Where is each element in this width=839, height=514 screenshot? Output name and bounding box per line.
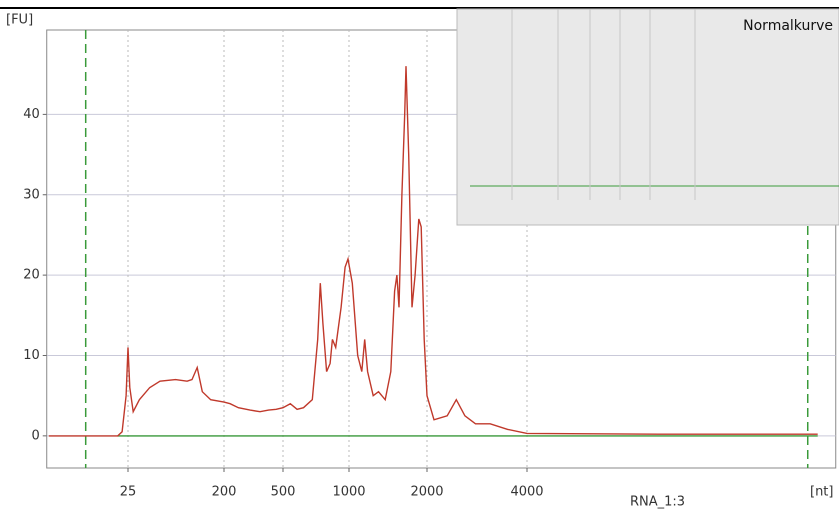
- y-tick-label: 10: [23, 348, 40, 363]
- series-line: [48, 66, 818, 437]
- inset-panel: [456, 8, 839, 226]
- x-tick-label: 1000: [332, 485, 365, 500]
- x-tick-label: 25: [120, 485, 137, 500]
- y-tick-label: 20: [23, 268, 40, 283]
- x-tick-label: 200: [212, 485, 237, 500]
- inset-grid: [511, 9, 696, 200]
- x-axis-label: [nt]: [810, 485, 833, 500]
- sample-name: RNA_1:3: [630, 495, 685, 510]
- x-tick-label: 500: [271, 485, 296, 500]
- y-tick-label: 40: [23, 107, 40, 122]
- y-axis-label: [FU]: [6, 13, 33, 28]
- y-tick-label: 30: [23, 187, 40, 202]
- inset: Normalkurve: [456, 8, 839, 226]
- x-tick-label: 4000: [510, 485, 543, 500]
- y-tick-label: 0: [31, 428, 39, 443]
- x-tick-label: 2000: [410, 485, 443, 500]
- inset-title: Normalkurve: [743, 18, 833, 34]
